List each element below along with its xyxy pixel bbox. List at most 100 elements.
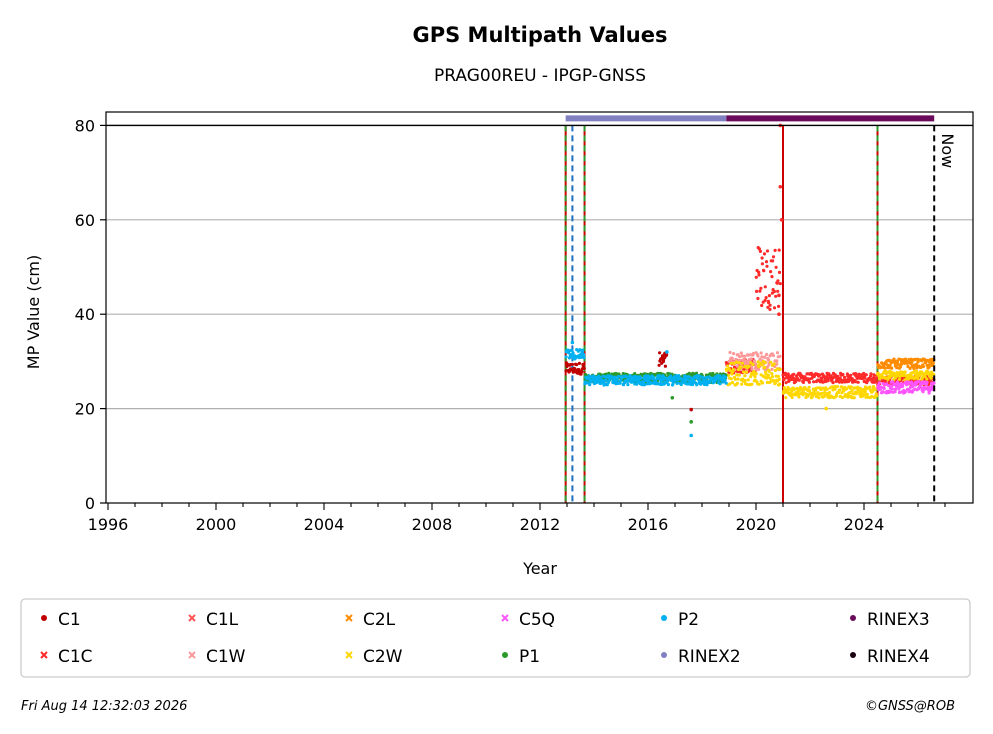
outlier-point: [665, 350, 669, 354]
data-point: [929, 376, 933, 380]
data-point: [838, 388, 842, 392]
data-point: [856, 385, 860, 389]
data-point: [757, 382, 761, 386]
data-point: [772, 306, 777, 310]
outlier-point: [689, 433, 693, 438]
data-point: [836, 374, 840, 378]
data-point: [908, 366, 912, 370]
series-C2L: [876, 357, 936, 370]
data-point: [807, 385, 811, 389]
data-point: [708, 372, 713, 376]
data-point: [777, 304, 781, 308]
data-point: [657, 363, 661, 367]
data-point: [701, 375, 705, 379]
data-point: [742, 368, 746, 372]
data-point: [770, 275, 774, 279]
data-point: [726, 364, 730, 368]
data-point: [871, 389, 875, 393]
data-point: [610, 375, 615, 379]
data-point: [750, 367, 754, 371]
y-tick-label: 60: [75, 211, 95, 230]
data-point: [758, 357, 762, 361]
data-point: [728, 350, 732, 355]
data-point: [725, 368, 729, 373]
data-point: [749, 357, 753, 361]
data-point: [733, 377, 738, 381]
data-point: [890, 384, 894, 388]
data-point: [751, 351, 756, 355]
data-point: [895, 366, 899, 370]
data-point: [821, 386, 825, 390]
data-point: [813, 392, 817, 396]
data-point: [577, 361, 582, 365]
y-axis-ticks: 0 20 40 60 80: [75, 116, 106, 513]
data-point: [758, 249, 763, 253]
data-point: [784, 381, 788, 385]
data-point: [886, 363, 890, 367]
x-tick-label: 2008: [412, 515, 453, 534]
data-point: [792, 372, 796, 376]
data-point: [746, 378, 750, 382]
data-point: [775, 362, 779, 366]
data-point: [849, 373, 853, 377]
data-point: [913, 357, 918, 361]
data-point: [675, 381, 680, 385]
data-point: [659, 380, 663, 384]
data-point: [756, 296, 760, 301]
data-point: [707, 380, 712, 384]
data-point: [877, 381, 881, 385]
data-point: [582, 356, 586, 360]
data-point: [875, 376, 879, 380]
legend-marker: [41, 615, 47, 621]
data-point: [737, 361, 741, 365]
x-tick-label: 2020: [736, 515, 777, 534]
footer-copyright: ©GNSS@ROB: [865, 699, 955, 714]
data-point: [842, 375, 847, 379]
data-point: [753, 375, 757, 379]
data-point: [854, 391, 859, 395]
data-point: [673, 378, 677, 382]
legend-marker: [850, 652, 856, 658]
data-point: [919, 365, 923, 369]
data-point: [760, 256, 764, 260]
data-point: [777, 248, 781, 252]
data-point: [801, 380, 806, 384]
data-point: [604, 378, 608, 382]
data-point: [835, 384, 840, 389]
data-point: [863, 376, 867, 380]
data-point: [776, 279, 780, 283]
grid-lines: [106, 124, 973, 410]
data-point: [807, 380, 812, 384]
data-point: [767, 369, 771, 373]
data-point: [735, 364, 740, 368]
data-point: [874, 380, 878, 384]
legend-marker: [661, 615, 667, 621]
data-point: [665, 353, 669, 357]
data-point: [932, 381, 936, 385]
data-point: [762, 252, 767, 256]
data-point: [735, 373, 739, 377]
data-point: [760, 381, 765, 385]
legend-label: C2L: [363, 610, 396, 630]
data-point: [757, 247, 762, 251]
legend-label: RINEX4: [867, 647, 930, 667]
data-point: [777, 270, 782, 274]
data-point: [792, 387, 797, 391]
data-point: [849, 385, 853, 389]
data-point: [564, 355, 568, 359]
series-C2W: [724, 359, 936, 411]
data-point: [901, 373, 905, 378]
data-point: [729, 377, 733, 381]
data-point: [738, 355, 742, 359]
data-point: [734, 360, 739, 364]
data-point: [777, 377, 781, 381]
data-point: [575, 363, 579, 367]
data-point: [607, 371, 611, 375]
data-point: [625, 375, 629, 379]
data-point: [918, 373, 922, 377]
y-tick-label: 0: [85, 494, 95, 513]
legend-label: RINEX3: [867, 610, 930, 630]
x-tick-label: 2000: [196, 515, 237, 534]
outlier-point: [689, 407, 693, 412]
